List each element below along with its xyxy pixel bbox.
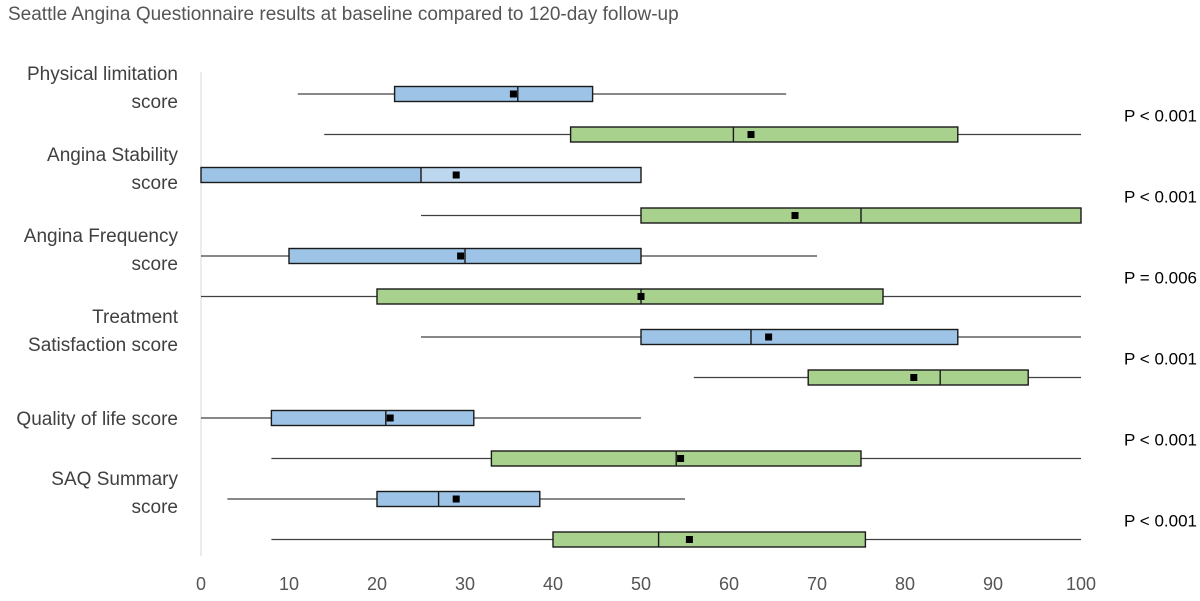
followup-box-physical-limitation-score [324, 126, 1081, 143]
box [270, 409, 475, 427]
followup-box-angina-stability-score [421, 207, 1082, 224]
group-label-treatment-satisfaction-score: Treatment Satisfaction score [28, 307, 179, 356]
group-label-angina-stability-score: Angina Stability score [47, 145, 178, 194]
followup-box-angina-frequency-score [201, 288, 1081, 305]
box [552, 531, 867, 548]
baseline-box-angina-frequency-score [201, 247, 817, 265]
mean-marker [747, 131, 755, 138]
baseline-box-treatment-satisfaction-score [421, 328, 1081, 346]
x-tick-label-100: 100 [1066, 574, 1096, 594]
mean-marker [910, 374, 918, 381]
box-lower [201, 167, 421, 183]
x-tick-label-60: 60 [719, 574, 739, 594]
group-label-physical-limitation-score: Physical limitation score [27, 64, 178, 113]
baseline-box-angina-stability-score [200, 166, 642, 184]
mean-marker [765, 333, 773, 341]
x-tick-label-90: 90 [983, 574, 1003, 594]
p-value-physical-limitation-score: P < 0.001 [1124, 106, 1197, 125]
box-upper [421, 167, 641, 183]
group-label-quality-of-life-score: Quality of life score [16, 409, 178, 430]
group-label-saq-summary-score: SAQ Summary score [51, 469, 178, 518]
mean-marker [791, 212, 799, 219]
p-value-quality-of-life-score: P < 0.001 [1124, 430, 1197, 449]
mean-marker [452, 495, 460, 503]
box [393, 85, 594, 103]
x-tick-label-40: 40 [543, 574, 563, 594]
followup-box-saq-summary-score [271, 531, 1081, 548]
x-tick-label-0: 0 [196, 574, 206, 594]
chart-title: Seattle Angina Questionnaire results at … [8, 4, 679, 25]
mean-marker [509, 90, 517, 98]
box [807, 369, 1029, 386]
x-tick-label-10: 10 [279, 574, 299, 594]
mean-marker [452, 171, 460, 179]
x-tick-label-70: 70 [807, 574, 827, 594]
box [376, 288, 884, 305]
p-value-angina-stability-score: P < 0.001 [1124, 187, 1197, 206]
followup-box-quality-of-life-score [271, 450, 1081, 467]
p-value-treatment-satisfaction-score: P < 0.001 [1124, 349, 1197, 368]
p-value-saq-summary-score: P < 0.001 [1124, 511, 1197, 530]
mean-marker [677, 455, 685, 462]
plot-area: 0 10 20 30 40 50 60 70 80 90 100 Physical limitatio… [16, 64, 1197, 594]
group-label-angina-frequency-score: Angina Frequency score [24, 226, 179, 275]
baseline-box-physical-limitation-score [297, 85, 787, 103]
x-tick-label-20: 20 [367, 574, 387, 594]
x-tick-label-30: 30 [455, 574, 475, 594]
box [569, 126, 959, 143]
followup-box-treatment-satisfaction-score [693, 369, 1081, 386]
x-tick-label-50: 50 [631, 574, 651, 594]
baseline-box-quality-of-life-score [201, 409, 641, 427]
mean-marker [685, 536, 693, 543]
baseline-box-saq-summary-score [227, 490, 685, 508]
x-tick-label-80: 80 [895, 574, 915, 594]
mean-marker [386, 414, 394, 422]
mean-marker [457, 252, 465, 260]
mean-marker [637, 293, 645, 300]
box [640, 328, 959, 346]
p-value-angina-frequency-score: P = 0.006 [1124, 268, 1197, 287]
